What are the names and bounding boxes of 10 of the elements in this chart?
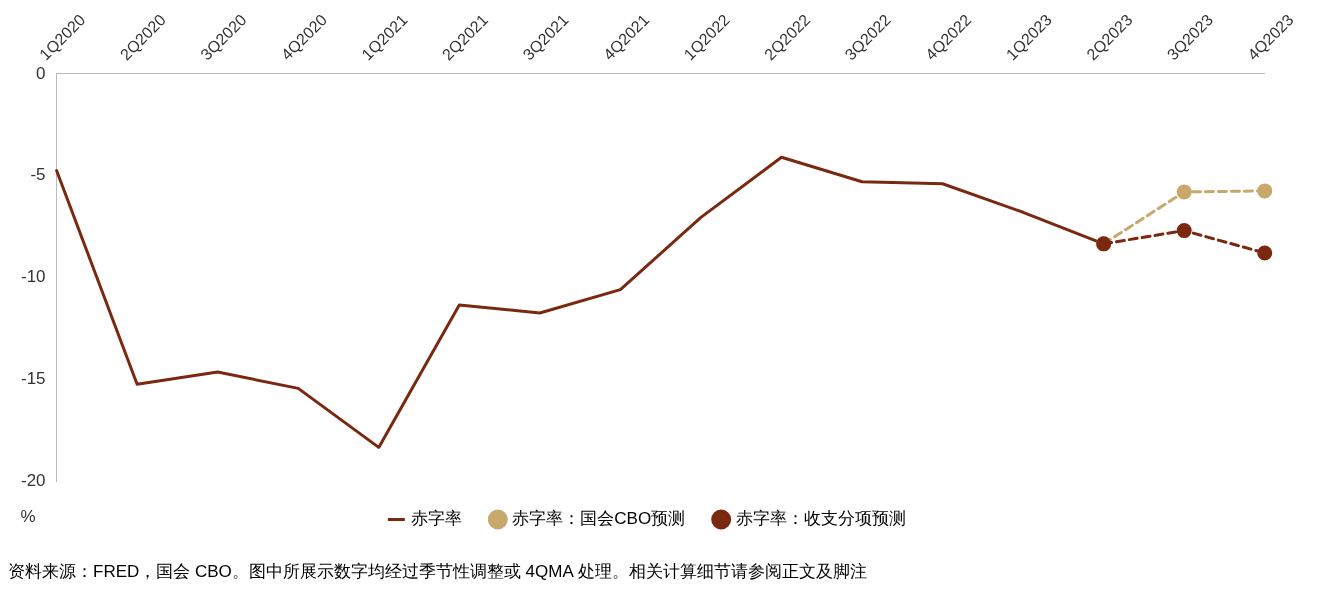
y-tick-label: -15 [20,368,46,388]
y-tick-label: -20 [20,470,46,490]
text: 资料来源：FRED，国会 CBO。图中所展示数字均经过季节性调整或 4QMA 处理。相关计算细节请参阅正文及脚注 [8,561,868,583]
legend-label: 赤字率 [410,509,462,529]
y-axis-title: % [20,507,36,527]
y-tick-label: -10 [20,267,46,287]
legend-label: 赤字率：国会CBO预测 [512,509,686,529]
y-tick-label: 0 [36,63,46,83]
y-tick-label: -5 [30,165,46,185]
legend-label: 赤字率：收支分项预测 [735,509,906,529]
